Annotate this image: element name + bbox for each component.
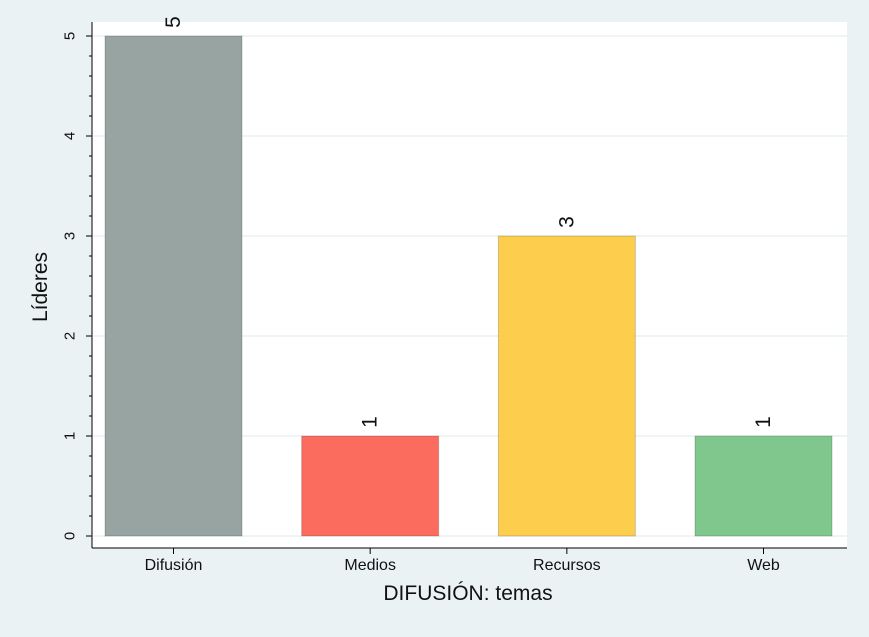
y-tick-label: 5 bbox=[62, 32, 79, 40]
y-tick-label: 0 bbox=[62, 532, 79, 540]
y-axis-title: Líderes bbox=[29, 252, 52, 322]
y-axis-ticks: 0 1 2 3 4 5 bbox=[62, 32, 92, 540]
bar bbox=[104, 35, 243, 537]
data-label: 3 bbox=[555, 216, 578, 228]
bar bbox=[497, 235, 636, 537]
data-label: 1 bbox=[359, 416, 382, 428]
y-tick-label: 3 bbox=[62, 232, 79, 240]
y-tick-label: 1 bbox=[62, 432, 79, 440]
x-axis-title: DIFUSIÓN: temas bbox=[383, 582, 552, 605]
data-label: 1 bbox=[752, 416, 775, 428]
bar bbox=[301, 435, 440, 537]
data-label: 5 bbox=[162, 16, 185, 28]
x-axis-ticks: Difusión Medios Recursos Web bbox=[145, 548, 780, 574]
x-tick-label: Difusión bbox=[145, 557, 203, 574]
data-labels: 5 1 3 1 bbox=[162, 16, 775, 428]
bars bbox=[104, 35, 833, 537]
x-tick-label: Recursos bbox=[533, 557, 601, 574]
y-tick-label: 4 bbox=[62, 132, 79, 140]
x-tick-label: Medios bbox=[344, 557, 396, 574]
y-tick-label: 2 bbox=[62, 332, 79, 340]
x-tick-label: Web bbox=[747, 557, 780, 574]
bar bbox=[694, 435, 833, 537]
